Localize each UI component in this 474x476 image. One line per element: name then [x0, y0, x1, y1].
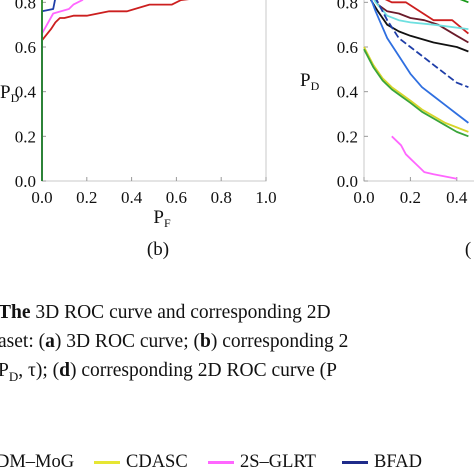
legend-item-2s-glrt: 2S–GLRT — [208, 452, 316, 473]
series-line-8 — [363, 46, 469, 133]
y-tick-label: 0.6 — [337, 38, 358, 57]
y-tick-label: 0.8 — [15, 0, 36, 12]
caption-line-1: The 3D ROC curve and corresponding 2D — [0, 298, 474, 327]
x-tick-label: 1.0 — [255, 188, 276, 207]
caption-text: P — [0, 360, 9, 381]
caption-text: b — [200, 331, 211, 352]
y-tick-label: 0.4 — [15, 83, 37, 102]
legend-label: BFAD — [374, 452, 422, 472]
series-line-1 — [459, 0, 469, 4]
y-tick-label: 0.0 — [15, 172, 36, 191]
y-tick-label: 0.2 — [337, 127, 358, 146]
x-tick-label: 0.6 — [166, 188, 187, 207]
caption-line-2: aset: (a) 3D ROC curve; (b) correspondin… — [0, 327, 474, 356]
series-line-3 — [374, 0, 469, 44]
series-line-4 — [373, 0, 469, 30]
legend-swatch-cdasc — [94, 461, 120, 464]
series-line-3 — [41, 0, 56, 181]
series-line-9 — [363, 48, 469, 138]
x-tick-label: 0.8 — [211, 188, 232, 207]
y-tick-label: 0.0 — [337, 172, 358, 191]
series-line-2 — [384, 0, 469, 35]
caption-text: aset: ( — [0, 331, 46, 352]
legend-swatch-bfad — [342, 461, 368, 464]
legend-item-bfad: BFAD — [342, 452, 422, 473]
caption-line-3: PD, τ); (d) corresponding 2D ROC curve (… — [0, 356, 474, 385]
panel-label: ( — [465, 239, 471, 260]
series-line-7 — [370, 0, 469, 124]
series-line-6 — [375, 0, 469, 89]
x-tick-label: 0.0 — [31, 188, 52, 207]
x-tick-label: 0.2 — [400, 188, 421, 207]
legend-label: CDASC — [126, 452, 188, 472]
y-tick-label: 0.8 — [337, 0, 358, 12]
x-axis-label: PF — [153, 207, 171, 230]
plot-frame — [41, 0, 267, 182]
legend-label: DM–MoG — [0, 452, 75, 472]
x-tick-label: 0.4 — [446, 188, 468, 207]
legend-item-dm-mog: DM–MoG — [0, 452, 74, 473]
caption-text: a — [45, 331, 55, 352]
panel-d-plot: 0.0 0.2 0.4 0.6 0.8 0.0 0.2 0.4 PD ( — [300, 0, 474, 260]
legend-swatch-2s-glrt — [208, 461, 234, 464]
legend-label: 2S–GLRT — [240, 452, 316, 472]
caption-text: 3D ROC curve and corresponding 2D — [30, 302, 331, 323]
caption-text: D — [8, 368, 19, 384]
caption-text: d — [59, 360, 70, 381]
series-line-10 — [391, 135, 457, 180]
plot-frame — [363, 0, 474, 182]
y-tick-label: 0.2 — [15, 127, 36, 146]
x-tick-label: 0.2 — [76, 188, 97, 207]
series-line-4 — [41, 0, 43, 181]
caption-text: ) 3D ROC curve; ( — [54, 331, 200, 352]
caption-text: The — [0, 302, 31, 323]
series-line-2 — [41, 0, 84, 181]
figure-caption: The 3D ROC curve and corresponding 2D as… — [0, 298, 474, 385]
caption-text: ) corresponding 2 — [210, 331, 349, 352]
legend: DM–MoG CDASC 2S–GLRT BFAD — [0, 452, 474, 476]
caption-text: ) corresponding 2D ROC curve (P — [69, 360, 337, 381]
legend-item-cdasc: CDASC — [94, 452, 188, 473]
x-tick-label: 0.4 — [121, 188, 143, 207]
y-axis-label: PD — [300, 70, 320, 93]
caption-text: , τ); ( — [18, 360, 60, 381]
x-tick-label: 0.0 — [353, 188, 374, 207]
y-tick-label: 0.4 — [337, 83, 359, 102]
y-tick-label: 0.6 — [15, 38, 36, 57]
panel-label: (b) — [147, 239, 169, 260]
series-line-1 — [41, 0, 190, 181]
